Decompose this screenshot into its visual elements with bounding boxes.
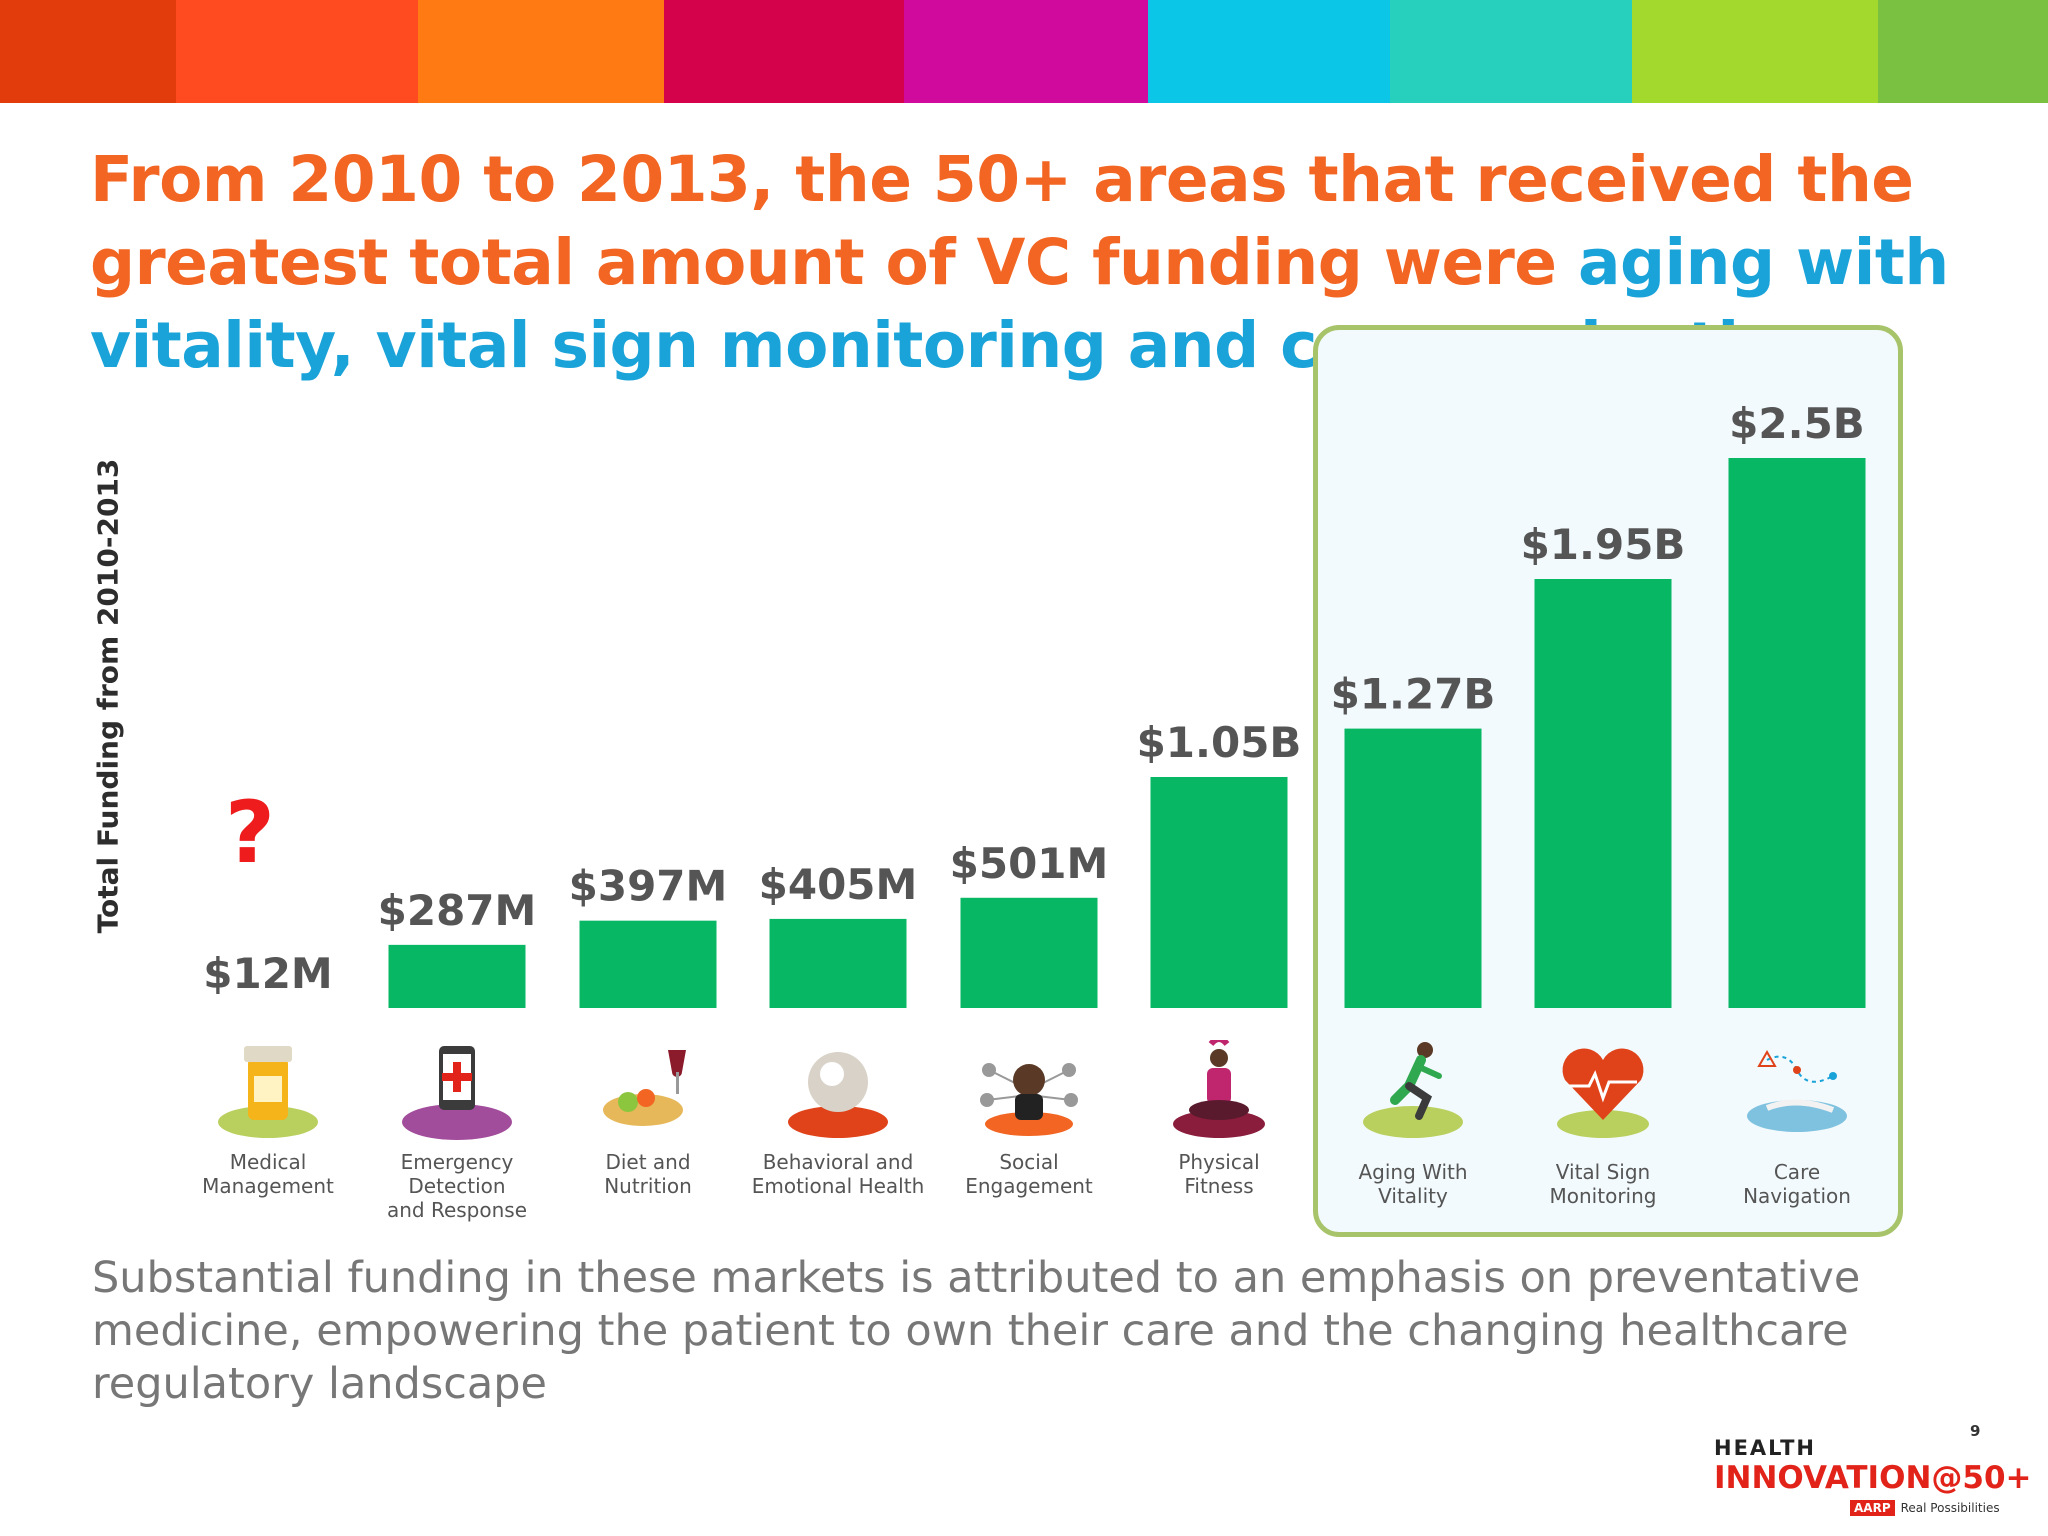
category-label-line1: Emergency Detection <box>400 1150 514 1198</box>
category-label-line1: Aging With <box>1358 1160 1468 1184</box>
map-route-icon <box>1737 1040 1857 1150</box>
bar-value-label: $287M <box>378 886 537 935</box>
runner-icon <box>1353 1040 1473 1150</box>
category-label-line2: Fitness <box>1184 1174 1254 1198</box>
category-label-line2: Engagement <box>965 1174 1093 1198</box>
logo-line-innovation: INNOVATION@50+ <box>1714 1460 2032 1496</box>
category-label-line2: Monitoring <box>1549 1184 1657 1208</box>
category-label-line1: Physical <box>1178 1150 1260 1174</box>
stripe-segment <box>176 0 418 103</box>
category-label-line1: Vital Sign <box>1555 1160 1651 1184</box>
footnote: Substantial funding in these markets is … <box>92 1253 1861 1409</box>
bar <box>1344 728 1482 1008</box>
bar <box>1534 579 1672 1008</box>
bar <box>388 944 526 1008</box>
category-label-line2: Vitality <box>1378 1184 1448 1208</box>
bar <box>1728 458 1866 1008</box>
category-label-line2: Emotional Health <box>751 1174 925 1198</box>
food-plate-icon <box>588 1040 708 1150</box>
bar-value-label: $1.05B <box>1137 718 1302 767</box>
bar-value-label: $12M <box>203 949 332 998</box>
logo-tagline-row: AARP Real Possibilities <box>1714 1500 2014 1516</box>
stripe-segment <box>1390 0 1632 103</box>
bar-value-label: $501M <box>950 839 1109 888</box>
aarp-badge: AARP <box>1850 1500 1895 1516</box>
category-label-line2: Navigation <box>1743 1184 1851 1208</box>
category-label: Care Navigation <box>1702 1160 1892 1208</box>
bar <box>960 897 1098 1008</box>
logo-tagline: Real Possibilities <box>1900 1501 2000 1515</box>
stripe-segment <box>418 0 664 103</box>
color-stripe <box>0 0 2048 103</box>
category-label-line1: Medical <box>229 1150 307 1174</box>
stripe-segment <box>0 0 176 103</box>
category-label-line1: Care <box>1773 1160 1821 1184</box>
category-label-line2: Management <box>202 1174 334 1198</box>
social-network-icon <box>969 1040 1089 1150</box>
category-label-line1: Social <box>999 1150 1059 1174</box>
category-label: Social Engagement <box>934 1150 1124 1198</box>
page-number: 9 <box>1970 1422 1981 1440</box>
category-label: Behavioral and Emotional Health <box>743 1150 933 1198</box>
category-label-line1: Diet and <box>605 1150 691 1174</box>
bar-value-label: $397M <box>569 862 728 911</box>
title-part-orange: From 2010 to 2013, the 50+ areas that re… <box>90 143 1914 299</box>
health-innovation-logo: HEALTH INNOVATION@50+ AARP Real Possibil… <box>1714 1436 2032 1516</box>
stripe-segment <box>1148 0 1390 103</box>
bar-value-label: $1.95B <box>1521 520 1686 569</box>
phone-alert-icon <box>397 1040 517 1150</box>
category-label: Diet and Nutrition <box>553 1150 743 1198</box>
yoga-person-icon <box>1159 1036 1279 1150</box>
stripe-segment <box>664 0 904 103</box>
category-label: Vital Sign Monitoring <box>1508 1160 1698 1208</box>
bar-value-label: $405M <box>759 860 918 909</box>
bar-value-label: $1.27B <box>1331 670 1496 719</box>
bar-value-label: $2.5B <box>1729 399 1865 448</box>
category-label-line2: and Response <box>386 1198 528 1222</box>
category-label: Aging With Vitality <box>1318 1160 1508 1208</box>
head-brain-icon <box>778 1040 898 1150</box>
bar <box>1150 777 1288 1008</box>
category-label-line1: Behavioral and <box>762 1150 914 1174</box>
question-mark: ? <box>225 783 275 883</box>
logo-line-health: HEALTH <box>1714 1436 1816 1460</box>
bar <box>579 920 717 1008</box>
stripe-segment <box>904 0 1148 103</box>
stripe-segment <box>1632 0 1878 103</box>
pill-bottle-icon <box>208 1040 328 1150</box>
category-label: Physical Fitness <box>1124 1150 1314 1198</box>
category-label-line2: Nutrition <box>604 1174 692 1198</box>
category-label: Medical Management <box>173 1150 363 1198</box>
heart-pulse-icon <box>1543 1040 1663 1150</box>
bar <box>769 918 907 1008</box>
category-label: Emergency Detection and Response <box>362 1150 552 1222</box>
stripe-segment <box>1878 0 2048 103</box>
